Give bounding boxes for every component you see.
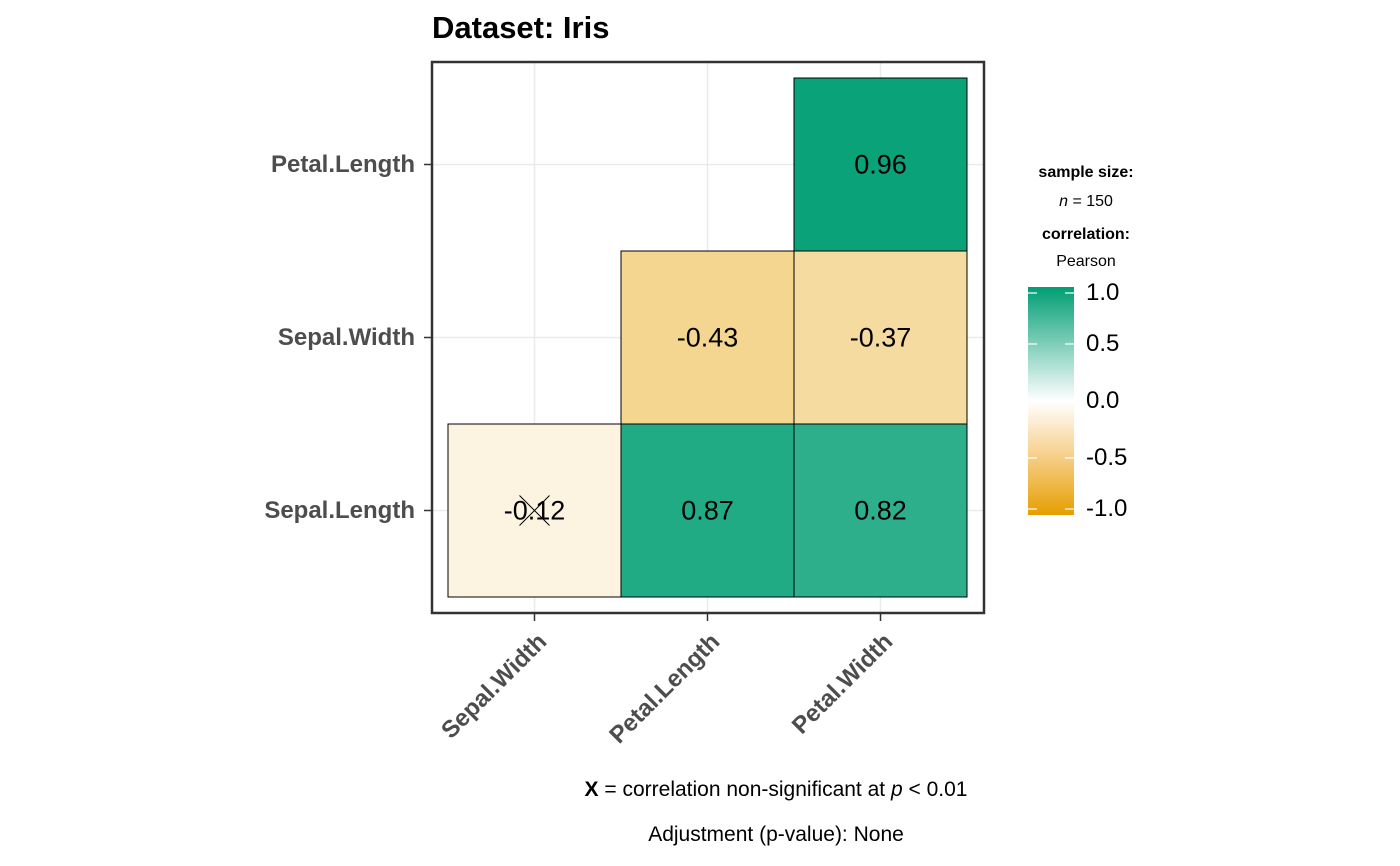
chart-title: Dataset: Iris — [432, 10, 610, 45]
cell-value-label: 0.87 — [681, 496, 734, 526]
legend-tick-label: -0.5 — [1086, 444, 1128, 471]
caption-text-1: = correlation non-significant at — [604, 778, 886, 801]
legend-tick-label: -1.0 — [1086, 495, 1128, 522]
legend-n-value: = 150 — [1072, 193, 1113, 210]
caption-text-2: < 0.01 — [908, 778, 968, 801]
legend-correlation-title: correlation: — [1041, 226, 1131, 243]
heatmap-cell — [793, 423, 968, 598]
heatmap-cell — [620, 250, 795, 425]
caption-significance: X = correlation non-significant at p < 0… — [585, 778, 968, 802]
legend-tick-label: 0.5 — [1086, 330, 1120, 357]
y-axis-label: Sepal.Width — [277, 323, 415, 351]
legend-n-symbol: n — [1059, 193, 1068, 210]
caption-marker: X — [584, 778, 599, 801]
cell-value-label: 0.82 — [854, 496, 907, 526]
cell-value-label: -0.43 — [677, 323, 739, 353]
legend-tick-label: 1.0 — [1086, 279, 1120, 306]
legend-sample-size: n = 150 — [1059, 193, 1113, 211]
legend-tick-marks — [1028, 292, 1074, 510]
heatmap-cells: -0.120.870.82-0.43-0.370.96 — [447, 77, 968, 598]
heatmap-cell — [793, 77, 968, 252]
legend-correlation-method: Pearson — [1056, 253, 1116, 270]
y-axis-label: Petal.Length — [270, 150, 415, 178]
caption-p-symbol: p — [890, 778, 903, 801]
cell-value-label: -0.37 — [850, 323, 912, 353]
cell-value-label: 0.96 — [854, 150, 907, 180]
axis-ticks — [424, 163, 882, 621]
y-axis-label: Sepal.Length — [264, 496, 415, 524]
caption-adjustment: Adjustment (p-value): None — [648, 823, 904, 846]
legend-sample-size-title: sample size: — [1038, 164, 1134, 181]
non-significant-cross-icon — [519, 495, 550, 526]
legend-tick-label: 0.0 — [1086, 387, 1120, 414]
heatmap-cell — [793, 250, 968, 425]
